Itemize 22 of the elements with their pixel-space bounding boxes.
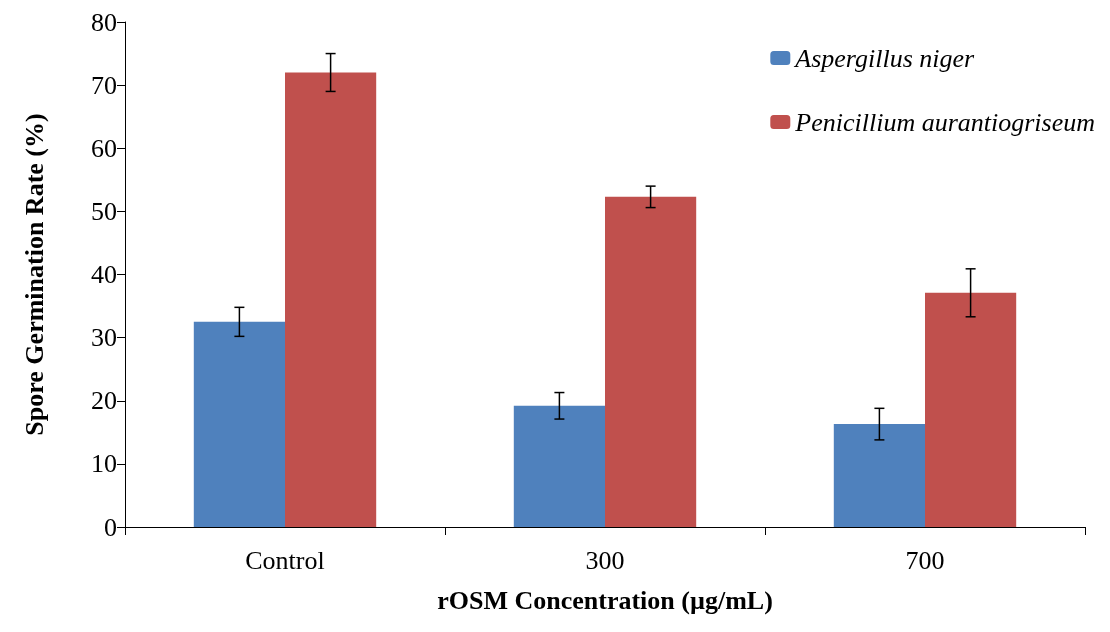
y-axis-title: Spore Germination Rate (%) — [19, 113, 49, 436]
y-tick-label: 40 — [91, 260, 117, 289]
bar — [513, 405, 605, 527]
x-axis-title: rOSM Concentration (µg/mL) — [437, 585, 773, 615]
bar — [285, 72, 377, 527]
y-tick-label: 0 — [104, 512, 117, 542]
legend-label: Penicillium aurantiogriseum — [794, 107, 1095, 137]
y-tick-label: 50 — [91, 196, 117, 226]
legend-label: Aspergillus niger — [793, 43, 976, 73]
y-tick-label: 60 — [91, 133, 117, 163]
y-tick-label: 10 — [91, 449, 117, 479]
x-tick-label: 700 — [905, 545, 945, 575]
bar — [833, 424, 925, 527]
x-tick-label: 300 — [585, 545, 625, 575]
y-tick-label: 20 — [91, 386, 117, 416]
y-tick-label: 30 — [91, 323, 117, 353]
bar — [193, 321, 285, 527]
y-tick-label: 80 — [91, 7, 117, 37]
y-tick-label: 70 — [91, 70, 117, 100]
x-tick-label: Control — [245, 545, 325, 575]
bar — [605, 196, 697, 527]
bar — [925, 292, 1017, 527]
